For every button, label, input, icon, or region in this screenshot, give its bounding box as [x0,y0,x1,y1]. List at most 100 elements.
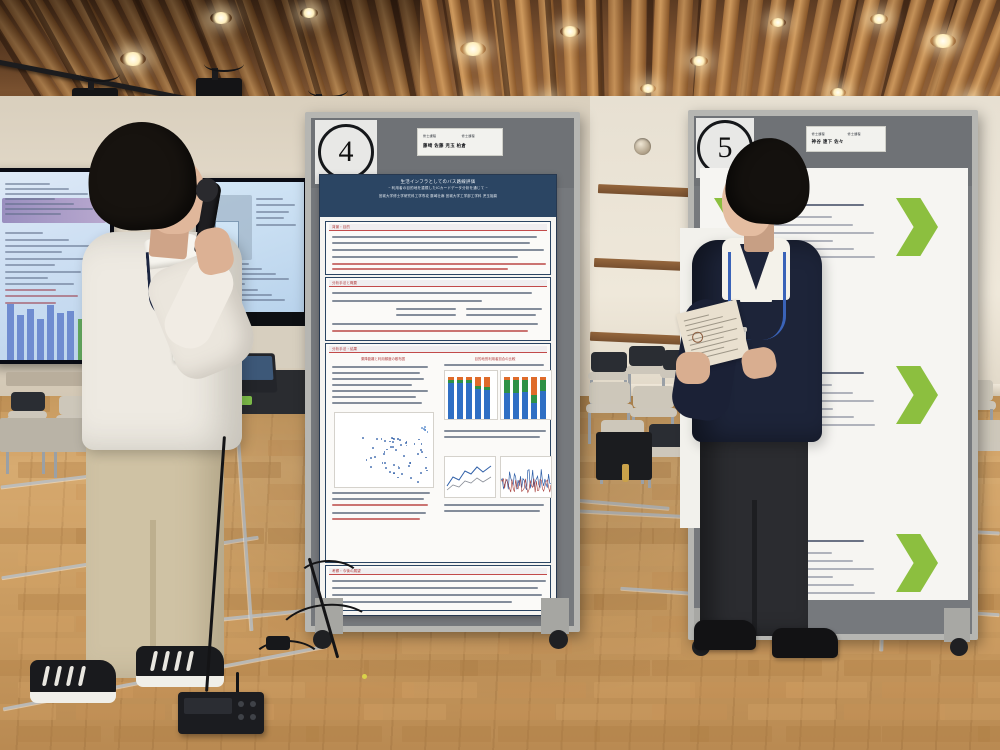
board-leg-right [541,598,569,634]
poster-text-line [332,236,537,238]
scatter-point [418,439,420,441]
bar [448,377,454,419]
bar-chart-duration [500,370,552,420]
scatter-point [406,445,408,447]
line-chart-hourly [444,456,496,498]
scatter-point [424,426,426,428]
trouser-crease [752,500,757,636]
scatter-point [389,441,391,443]
ceiling-downlight [640,84,656,93]
scatter-point [386,449,388,451]
receiver-knob[interactable] [250,714,256,720]
bar [484,377,490,419]
poster-text-line [396,308,456,310]
scatter-point [427,431,429,433]
slide-bar [7,304,14,360]
scatter-point [384,440,386,442]
chair-seat [586,404,633,413]
scatter-point [399,439,401,441]
scatter-point [421,451,423,453]
scatter-point [401,473,403,475]
slide-text-line [5,245,95,247]
scatter-point [392,441,394,443]
scatter-point [410,477,412,479]
scatter-point [425,457,427,459]
poster-text-line [444,364,544,366]
poster-text-line [444,436,540,438]
poster-text-line [332,300,482,302]
receiver-knob[interactable] [238,714,244,720]
chair-seat [630,408,677,417]
poster-text-line [332,594,542,596]
nameplate-names: 神谷 遠下 佐々 [812,139,844,145]
nameplate-course-left: 修士課程 [812,131,825,136]
poster-5-text-line [772,232,874,234]
attendee-shoe-left [694,620,756,650]
slide-text-line [5,188,69,190]
chair-back [633,386,674,408]
slide-text-line [256,217,284,219]
slide-text-line [5,277,49,279]
ceiling-downlight [300,8,318,18]
cable-adapter [266,636,290,650]
ceiling-downlight [460,42,486,56]
scatter-point [423,428,425,430]
scatter-point [408,465,410,467]
chair-back [591,352,627,372]
receiver-knob[interactable] [250,701,256,707]
audio-receiver-box[interactable] [178,692,264,734]
bar-segment [466,380,472,383]
equipment-cases [0,418,92,452]
poster-affiliation: 宮城大学修士学研究科工学専攻 藤崎壮麻 宮城大学工学部工学科 児玉裕磨 [320,193,556,199]
poster-text-line [332,330,528,332]
nameplate-course-right: 修士課程 [462,133,475,138]
slide-text-line-highlight [5,289,57,291]
bar [466,377,472,419]
bar-chart-destination [444,370,498,420]
scatter-point [381,438,383,440]
poster-text-line [332,601,512,603]
slide-text-line [5,203,74,205]
receiver-knob[interactable] [238,701,244,707]
poster-text-line [466,308,542,310]
slide-text-line [5,251,62,253]
ceiling-downlight [870,14,888,24]
scatter-point [398,467,400,469]
scatter-point [385,467,387,469]
bar [522,377,528,419]
floor-marker [362,674,367,679]
scatter-point [426,470,428,472]
nameplate-course-right: 修士課程 [848,131,861,136]
slide-text-line [5,271,81,273]
bar [513,377,519,419]
poster-text-line [332,402,422,404]
ceiling-downlight [560,26,580,37]
attendee-shoe-right [772,628,838,658]
poster-session-photo: 5 修士課程 修士課程 神谷 遠下 佐々 4 修士課程 修士課程 藤崎 佐藤 児… [0,0,1000,750]
slide-text-line [5,232,43,234]
poster-text-line [332,498,424,500]
ceiling-downlight [770,18,786,27]
chair-back [11,392,45,411]
scatter-point [362,437,364,439]
poster-section-method: 分析手法と概要 [325,277,551,341]
poster-4-sheet: 生活インフラとしてのバス路線評価 − 利用者の目的地を重視したICカードデータ分… [319,174,557,616]
poster-board-4[interactable]: 4 修士課程 修士課程 藤崎 佐藤 児玉 柏倉 生活インフラとしてのバス路線評価… [305,112,580,632]
slide-text-line [256,211,289,213]
section-heading: 背景・目的 [329,224,547,231]
line-chart-daily-svg [501,457,551,497]
scatter-point [395,449,397,451]
chevron-arrow-icon [896,198,938,256]
scatter-point [366,459,368,461]
poster-section-background: 背景・目的 [325,221,551,275]
board-5-nameplate: 修士課程 修士課程 神谷 遠下 佐々 [806,126,886,152]
poster-text-line [332,378,424,380]
ceiling-downlight [930,34,956,48]
nameplate-names: 藤崎 佐藤 児玉 柏倉 [423,143,466,149]
scatter-point [409,462,411,464]
bar-segment [540,380,546,391]
water-bottle [622,464,629,482]
scatter-point [393,473,395,475]
slide-text-line [5,198,55,200]
line-chart-daily [500,456,552,498]
